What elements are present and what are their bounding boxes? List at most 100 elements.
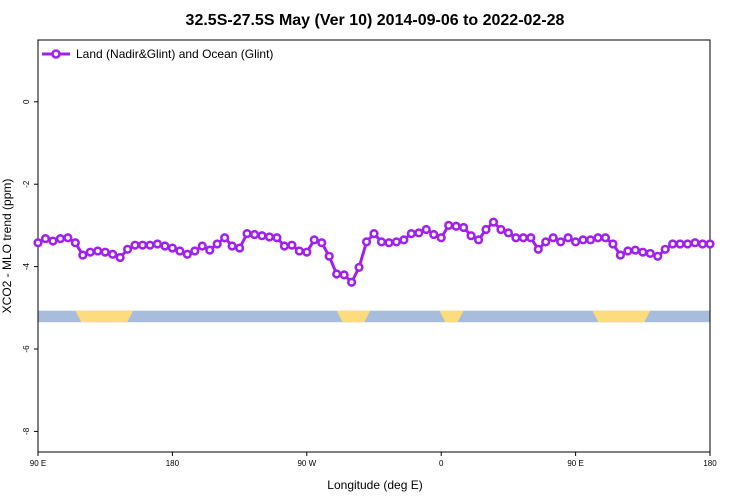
data-point bbox=[638, 247, 648, 257]
data-point bbox=[85, 247, 95, 257]
data-point bbox=[332, 269, 342, 279]
data-point bbox=[272, 233, 282, 243]
data-point bbox=[376, 237, 387, 247]
land-band-segment bbox=[592, 310, 651, 323]
x-tick-label: 90 E bbox=[30, 459, 46, 468]
y-tick-label: -4 bbox=[22, 262, 31, 270]
data-point bbox=[347, 277, 357, 287]
data-point bbox=[354, 262, 364, 273]
data-point bbox=[429, 229, 439, 240]
data-point bbox=[160, 241, 170, 251]
data-point bbox=[384, 238, 394, 248]
x-axis-label: Longitude (deg E) bbox=[327, 478, 422, 492]
data-point bbox=[488, 217, 499, 227]
data-point bbox=[548, 233, 558, 243]
data-point bbox=[399, 235, 409, 245]
data-point bbox=[391, 237, 402, 247]
data-point bbox=[205, 245, 215, 255]
data-point bbox=[436, 233, 446, 243]
surface-band bbox=[38, 310, 710, 323]
x-tick-label: 0 bbox=[439, 459, 444, 468]
data-point bbox=[623, 246, 633, 256]
data-point bbox=[294, 246, 304, 256]
data-point bbox=[630, 245, 640, 255]
land-band-segment bbox=[336, 310, 371, 323]
chart-title: 32.5S-27.5S May (Ver 10) 2014-09-06 to 2… bbox=[186, 12, 565, 29]
data-point bbox=[190, 246, 200, 256]
data-point bbox=[541, 237, 551, 247]
legend-label: Land (Nadir&Glint) and Ocean (Glint) bbox=[76, 47, 273, 61]
axes: 90 E 180 90 W 0 90 E 180 0 -2 -4 -6 -8 bbox=[22, 39, 717, 468]
data-point bbox=[421, 224, 431, 235]
data-point bbox=[324, 251, 334, 261]
data-point bbox=[249, 229, 260, 240]
x-tick-label: 90 W bbox=[297, 459, 316, 468]
data-point bbox=[414, 228, 424, 238]
data-point bbox=[227, 241, 237, 251]
data-point bbox=[115, 252, 125, 263]
y-tick-label: -6 bbox=[22, 345, 31, 353]
data-point bbox=[317, 238, 327, 248]
x-tick-label: 180 bbox=[703, 459, 717, 468]
data-point bbox=[473, 235, 484, 245]
data-point bbox=[63, 233, 73, 243]
data-point bbox=[518, 233, 528, 243]
y-axis-label: XCO2 - MLO trend (ppm) bbox=[0, 179, 14, 314]
data-point bbox=[705, 239, 715, 249]
x-tick-label: 90 E bbox=[567, 459, 583, 468]
data-point bbox=[145, 240, 155, 250]
data-point bbox=[182, 249, 192, 259]
data-point bbox=[451, 221, 461, 231]
data-point bbox=[615, 250, 626, 260]
data-point bbox=[287, 240, 297, 250]
data-point bbox=[600, 233, 611, 243]
data-point bbox=[406, 229, 416, 239]
legend: Land (Nadir&Glint) and Ocean (Glint) bbox=[42, 47, 273, 61]
data-point bbox=[33, 238, 43, 248]
data-point bbox=[682, 239, 693, 249]
data-point bbox=[242, 229, 252, 239]
data-point bbox=[137, 240, 148, 250]
data-point bbox=[526, 233, 536, 243]
data-point bbox=[40, 233, 51, 244]
data-point bbox=[302, 247, 312, 257]
data-point bbox=[220, 233, 230, 243]
data-point bbox=[496, 224, 506, 235]
data-point bbox=[556, 237, 566, 247]
data-point bbox=[309, 235, 319, 245]
data-point bbox=[100, 247, 110, 257]
data-point bbox=[660, 244, 670, 254]
data-point bbox=[78, 250, 88, 260]
data-point bbox=[675, 239, 685, 249]
data-point bbox=[533, 244, 543, 254]
data-point bbox=[653, 251, 663, 261]
legend-marker bbox=[51, 49, 61, 59]
data-point bbox=[122, 244, 133, 254]
data-point bbox=[459, 222, 469, 233]
data-point bbox=[235, 243, 245, 253]
data-point bbox=[167, 243, 177, 253]
data-point bbox=[279, 241, 290, 251]
y-tick-label: -2 bbox=[22, 180, 31, 188]
data-point bbox=[108, 249, 118, 259]
data-point bbox=[152, 239, 163, 249]
data-point bbox=[563, 233, 573, 243]
data-point bbox=[339, 270, 349, 280]
data-point bbox=[264, 232, 275, 242]
x-tick-label: 180 bbox=[166, 459, 180, 468]
data-point bbox=[130, 240, 140, 250]
data-point bbox=[697, 239, 708, 249]
data-point bbox=[578, 235, 588, 245]
data-point bbox=[175, 246, 185, 256]
data-point bbox=[466, 231, 476, 241]
y-tick-label: 0 bbox=[22, 99, 31, 104]
data-point bbox=[369, 229, 379, 239]
data-point bbox=[48, 236, 58, 246]
land-band-segment bbox=[439, 310, 464, 323]
data-point bbox=[93, 246, 103, 256]
data-point bbox=[503, 228, 514, 238]
data-point bbox=[257, 231, 267, 241]
data-point bbox=[55, 233, 66, 244]
data-point bbox=[570, 237, 581, 247]
data-point bbox=[593, 233, 603, 243]
